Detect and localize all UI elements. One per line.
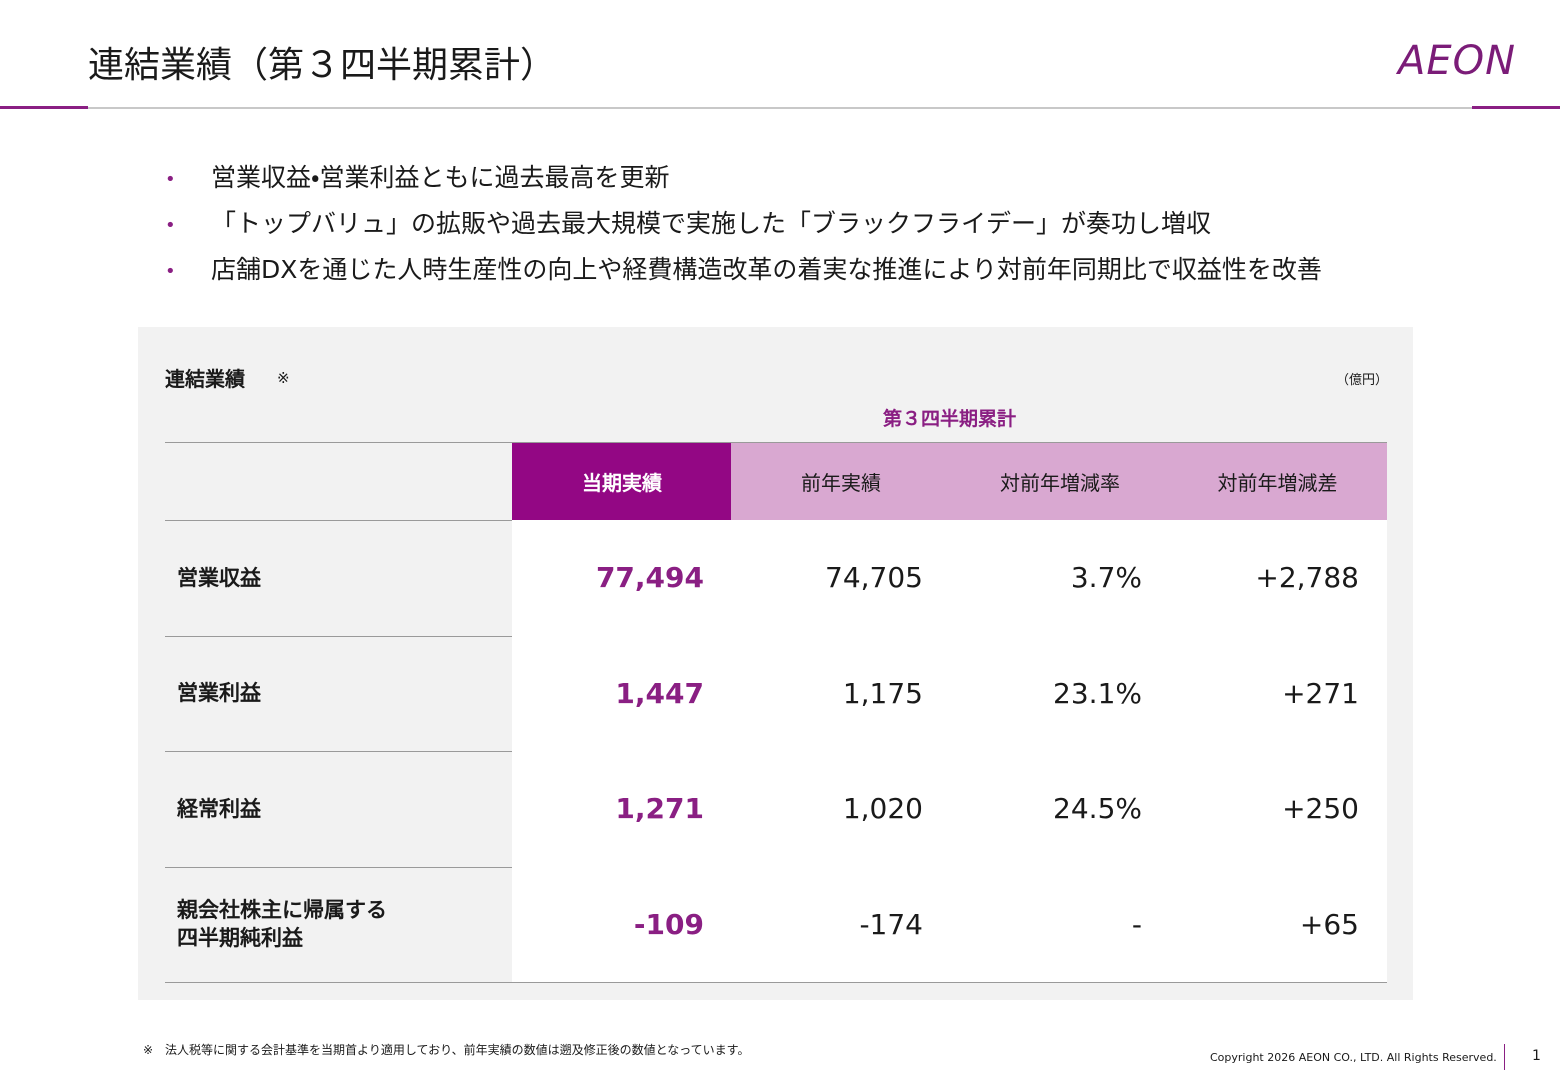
value-cell: 74,705 [731,520,951,636]
value-cell: - [950,866,1170,982]
bullet-dot: • [165,214,176,236]
value-cell: 1,271 [512,751,732,867]
period-label: 第３四半期累計 [882,408,1016,430]
page-number: 1 [1532,1048,1541,1064]
logo: AEON [1397,38,1516,84]
footer-separator [1504,1044,1505,1070]
value-cell: -174 [731,866,951,982]
column-header: 対前年増減差 [1168,442,1387,520]
slide-title: 連結業績（第３四半期累計） [88,45,557,86]
unit-label: （億円） [1336,373,1389,388]
value-cell: 24.5% [950,751,1170,867]
header-accent [1472,106,1560,109]
bullet: • 「トップバリュ」の拡販や過去最大規模で実施した「ブラックフライデー」が奏功し増… [165,204,1211,240]
bullet-dot: • [165,260,176,282]
row-label: 営業利益 [177,681,261,706]
table-rule [165,982,1387,983]
footnote: ※ 法人税等に関する会計基準を当期首より適用しており、前年実績の数値は遡及修正後… [143,1043,750,1057]
panel-mark: ※ [277,369,290,387]
value-cell: +250 [1168,751,1387,867]
row-label: 営業収益 [177,565,261,590]
value-cell: 1,447 [512,635,732,751]
value-cell: +65 [1168,866,1387,982]
header-rule [0,107,1560,109]
value-cell: +2,788 [1168,520,1387,636]
bullet-text: 店舗DXを通じた人時生産性の向上や経費構造改革の着実な推進により対前年同期比で収… [211,255,1322,284]
copyright: Copyright 2026 AEON CO., LTD. All Rights… [1210,1051,1497,1064]
table-rule [165,442,1387,443]
header-accent [0,106,88,109]
value-cell: -109 [512,866,732,982]
bullet: • 店舗DXを通じた人時生産性の向上や経費構造改革の着実な推進により対前年同期比で… [165,250,1322,286]
value-cell: 23.1% [950,635,1170,751]
panel-title: 連結業績 [165,367,245,391]
row-label: 経常利益 [177,796,261,821]
bullet-text: 営業収益・営業利益ともに過去最高を更新 [211,163,670,192]
value-cell: 3.7% [950,520,1170,636]
row-label: 親会社株主に帰属する 四半期純利益 [177,897,387,951]
bullet-dot: • [165,168,176,190]
bullet: • 営業収益・営業利益ともに過去最高を更新 [165,158,670,194]
value-cell: +271 [1168,635,1387,751]
bullet-text: 「トップバリュ」の拡販や過去最大規模で実施した「ブラックフライデー」が奏功し増収 [211,209,1212,238]
column-header: 前年実績 [731,442,951,520]
value-cell: 1,020 [731,751,951,867]
column-header: 当期実績 [512,442,732,520]
column-header: 対前年増減率 [950,442,1170,520]
value-cell: 1,175 [731,635,951,751]
value-cell: 77,494 [512,520,732,636]
